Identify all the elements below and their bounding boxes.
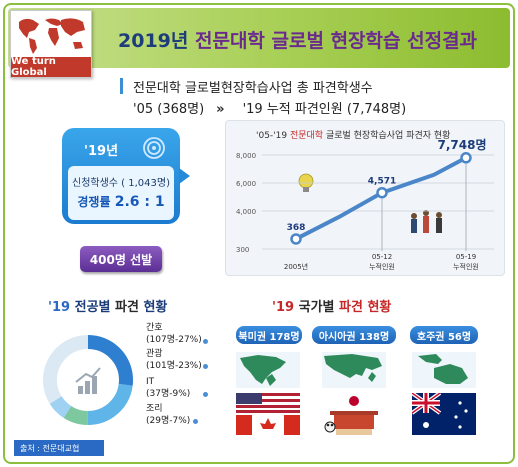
- legend-item: IT (37명-9%): [146, 376, 190, 400]
- stats-bubble: '19년 신청학생수 ( 1,043명) 경쟁률 2.6 : 1: [62, 128, 190, 224]
- applicants-count: 신청학생수 ( 1,043명): [72, 178, 170, 189]
- x-tick-label: 누적인원: [369, 262, 395, 271]
- chart-icon: [75, 367, 101, 394]
- legend-dot: [193, 419, 198, 424]
- growth-end: '19 누적 파견인원 (7,748명): [242, 102, 407, 117]
- subtitle-line: 전문대학 글로벌현장학습사업 총 파견학생수: [133, 81, 373, 96]
- title-main: 전문대학 글로벌 현장학습 선정결과: [194, 30, 478, 52]
- stats-year: '19년: [84, 144, 119, 159]
- legend-name: 간호: [146, 323, 163, 333]
- competition-ratio: 경쟁률 2.6 : 1: [68, 193, 174, 210]
- legend-detail: (29명-7%): [146, 416, 191, 426]
- majors-title-year: '19: [48, 300, 71, 315]
- legend-item: 관광 (101명-23%): [146, 348, 202, 372]
- legend-item: 조리 (29명-7%): [146, 403, 190, 427]
- majors-donut-chart: [43, 335, 133, 425]
- title-year: 2019년: [118, 30, 195, 52]
- chart-title-years: '05-'19: [256, 131, 290, 141]
- majors-title-highlight: 파견: [115, 300, 139, 315]
- growth-arrow: »: [216, 102, 225, 117]
- chart-title-rest: 글로벌 현장학습사업 파견자 현황: [323, 131, 451, 141]
- majors-title: '19 전공별 파견 현황: [48, 296, 167, 315]
- cumulative-chart: 8,000 6,000 4,000 300 368 2005년 4,571 05-12 누적인원…: [225, 120, 505, 276]
- data-label: 7,748명: [438, 138, 487, 152]
- data-label: 368: [287, 223, 306, 233]
- chart-canvas: 8,0006,0004,0003003682005년4,57105-12누적인원…: [236, 138, 494, 271]
- chart-title-highlight: 전문대학: [289, 131, 324, 141]
- region-north-america: 북미권 178명: [236, 326, 302, 344]
- data-point: [290, 233, 302, 245]
- donut-slice: [43, 335, 133, 425]
- north-america-map-icon: [236, 352, 300, 388]
- y-tick-label: 6,000: [236, 180, 256, 188]
- data-label: 4,571: [368, 177, 396, 187]
- page-title: 2019년 전문대학 글로벌 현장학습 선정결과: [118, 26, 477, 53]
- y-tick-label: 8,000: [236, 152, 256, 160]
- x-tick-label: 05-19: [456, 253, 476, 261]
- target-icon: [143, 137, 165, 159]
- countries-title-year: '19: [272, 300, 295, 315]
- legend-name: 관광: [146, 349, 163, 359]
- data-point: [460, 152, 472, 164]
- people-icon: [411, 210, 442, 233]
- region-oceania: 호주권 56명: [410, 326, 478, 344]
- x-tick-label: 누적인원: [453, 262, 479, 271]
- legend-name: 조리: [146, 404, 163, 414]
- legend-dot: [203, 339, 208, 344]
- legend-dot: [203, 364, 208, 369]
- legend-detail: (101명-23%): [146, 361, 202, 371]
- logo: We turn Global: [10, 10, 92, 78]
- y-tick-label: 4,000: [236, 208, 256, 216]
- asia-flags-icon: [324, 393, 378, 435]
- donut-slice: [43, 335, 133, 425]
- subtitle-marker: [120, 78, 123, 94]
- subtitle-growth: '05 (368명) » '19 누적 파견인원 (7,748명): [133, 98, 406, 117]
- australia-flag-icon: [412, 393, 476, 435]
- legend-item: 간호 (107명-27%): [146, 322, 202, 346]
- source-note: 출처 : 전문대교협: [14, 440, 104, 456]
- legend-detail: (37명-9%): [146, 389, 191, 399]
- growth-start: '05 (368명): [133, 102, 205, 117]
- majors-title-end: 현황: [138, 300, 168, 315]
- logo-text: We turn Global: [11, 56, 91, 78]
- countries-title-mid: 국가별: [294, 300, 340, 315]
- usa-flag-icon: [236, 393, 300, 435]
- majors-title-mid: 전공별: [70, 300, 116, 315]
- selected-count-badge: 400명 선발: [80, 246, 162, 272]
- world-map-icon: [19, 18, 85, 54]
- asia-map-icon: [322, 352, 386, 388]
- legend-name: IT: [146, 377, 155, 387]
- countries-title-highlight: 파견 현황: [339, 300, 392, 315]
- bulb-icon: [298, 173, 314, 192]
- x-tick-label: 2005년: [284, 262, 308, 271]
- data-point: [376, 186, 388, 199]
- chart-title: '05-'19 전문대학 글로벌 현장학습사업 파견자 현황: [256, 128, 450, 141]
- y-tick-label: 300: [236, 246, 249, 254]
- stats-card: 신청학생수 ( 1,043명) 경쟁률 2.6 : 1: [68, 166, 174, 220]
- legend-dot: [203, 392, 208, 397]
- countries-title: '19 국가별 파견 현황: [272, 296, 391, 315]
- ratio-value: 2.6 : 1: [114, 194, 165, 210]
- region-asia: 아시아권 138명: [312, 326, 396, 344]
- oceania-map-icon: [412, 352, 476, 388]
- legend-detail: (107명-27%): [146, 335, 202, 345]
- x-tick-label: 05-12: [372, 253, 392, 261]
- ratio-label: 경쟁률: [77, 195, 111, 209]
